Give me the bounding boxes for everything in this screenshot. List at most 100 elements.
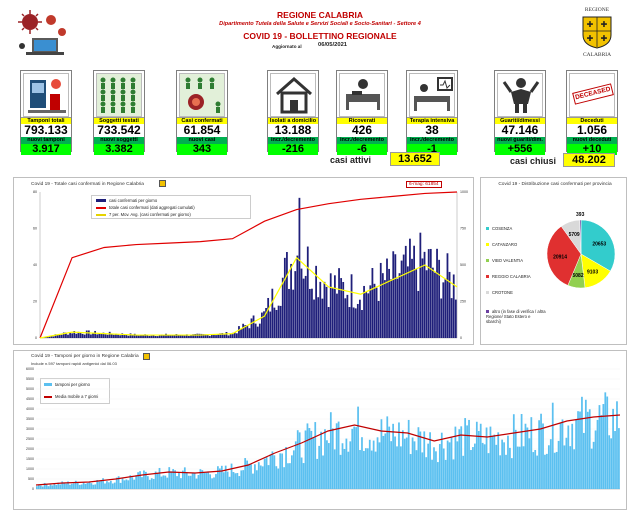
test-bar — [464, 418, 467, 489]
test-bar — [507, 435, 509, 489]
test-bar — [182, 470, 184, 489]
daily-bar — [402, 254, 405, 338]
tile-tamponi-totali: Tamponi totali 793.133 nuovi tamponi 3.9… — [20, 70, 72, 155]
daily-bar — [329, 273, 332, 338]
daily-bar — [198, 333, 201, 338]
test-bar — [88, 482, 91, 489]
test-bar — [571, 423, 574, 489]
tile-new-value: 343 — [177, 144, 227, 155]
test-bar — [590, 448, 593, 489]
test-bar — [152, 478, 155, 489]
test-bar — [594, 430, 597, 489]
daily-bar — [250, 318, 253, 338]
test-bar — [254, 464, 256, 489]
test-bar — [207, 471, 210, 489]
daily-bar — [171, 334, 174, 338]
pie-slice-label: 20914 — [553, 254, 567, 260]
test-bar — [429, 432, 431, 489]
test-bar — [353, 426, 356, 489]
daily-bar — [244, 325, 247, 338]
test-bar — [294, 441, 297, 489]
test-bar — [240, 470, 243, 489]
daily-bar — [296, 255, 299, 338]
test-bar — [528, 438, 531, 489]
daily-bar — [75, 333, 78, 338]
daily-bar — [436, 248, 438, 338]
daily-bar — [381, 273, 384, 338]
daily-bar — [352, 307, 355, 338]
test-bar — [440, 432, 443, 489]
daily-bar — [48, 336, 51, 338]
y-tick: 3000 — [26, 427, 34, 431]
daily-bar — [50, 335, 53, 338]
daily-bar — [438, 259, 441, 338]
pie-legend-reggio: REGGIO CALABRIA — [486, 274, 531, 279]
test-bar — [423, 431, 426, 489]
daily-bar — [340, 278, 343, 338]
daily-bar — [363, 285, 365, 338]
test-bar — [172, 469, 175, 489]
test-bar — [524, 423, 527, 489]
daily-bar — [117, 334, 119, 338]
svg-text:✚: ✚ — [587, 20, 594, 29]
test-bar — [49, 484, 52, 489]
daily-bar — [223, 334, 226, 338]
daily-bar — [158, 335, 161, 338]
test-bar — [154, 471, 157, 489]
test-bar — [92, 484, 95, 489]
test-bar — [98, 481, 101, 489]
virus-illustration — [14, 8, 72, 58]
y-tick: 1500 — [26, 457, 34, 461]
tile-new-value: 3.917 — [21, 144, 71, 155]
test-bar — [561, 419, 564, 489]
daily-bar — [398, 273, 401, 338]
test-bar — [401, 430, 404, 489]
test-bar — [374, 451, 377, 489]
daily-bar — [265, 307, 267, 338]
test-bar — [125, 479, 128, 489]
daily-bar — [415, 268, 418, 338]
tests-chart-panel: Covid 19 - Tamponi per giorno in Regione… — [13, 350, 627, 510]
test-bar — [96, 480, 99, 489]
moving-avg-line — [39, 256, 458, 339]
test-bar — [608, 435, 611, 489]
test-bar — [218, 468, 221, 489]
tile-value: 793.133 — [21, 124, 71, 137]
daily-bar — [92, 333, 94, 338]
pie-legend-crotone: CROTONE — [486, 290, 513, 295]
daily-bar — [327, 307, 330, 338]
test-bar — [131, 477, 134, 489]
daily-bar — [208, 335, 211, 338]
test-bar — [579, 411, 581, 489]
daily-bar — [194, 333, 197, 338]
y-tick-right: 750 — [460, 227, 466, 231]
daily-bar — [252, 315, 255, 338]
daily-bar — [440, 298, 443, 338]
daily-bar — [317, 297, 320, 338]
cumulative-line — [39, 191, 458, 339]
test-bar — [512, 414, 515, 489]
test-bar — [59, 484, 62, 489]
test-bar — [133, 479, 136, 489]
daily-bar — [281, 277, 284, 338]
tile-value: 426 — [337, 124, 387, 137]
test-bar — [376, 437, 379, 489]
test-bar — [339, 454, 342, 489]
daily-bar — [417, 290, 420, 338]
daily-bar — [431, 267, 434, 338]
test-bar — [145, 471, 147, 489]
daily-bar — [110, 333, 113, 338]
daily-bar — [346, 294, 349, 338]
daily-bar — [313, 299, 315, 338]
test-bar — [409, 454, 412, 489]
pie-legend-altro: altro (in fase di verifica / altra Regio… — [486, 309, 546, 324]
daily-bar — [142, 335, 144, 338]
cases-chart-plot: 0 20 40 60 80 0 250 500 750 1000 — [33, 190, 468, 340]
test-bar — [392, 423, 394, 489]
daily-bar — [221, 333, 224, 338]
test-bar — [540, 413, 542, 489]
test-bar — [328, 443, 330, 489]
test-bar — [271, 451, 274, 489]
test-bar — [287, 463, 289, 489]
daily-bar — [256, 326, 259, 338]
